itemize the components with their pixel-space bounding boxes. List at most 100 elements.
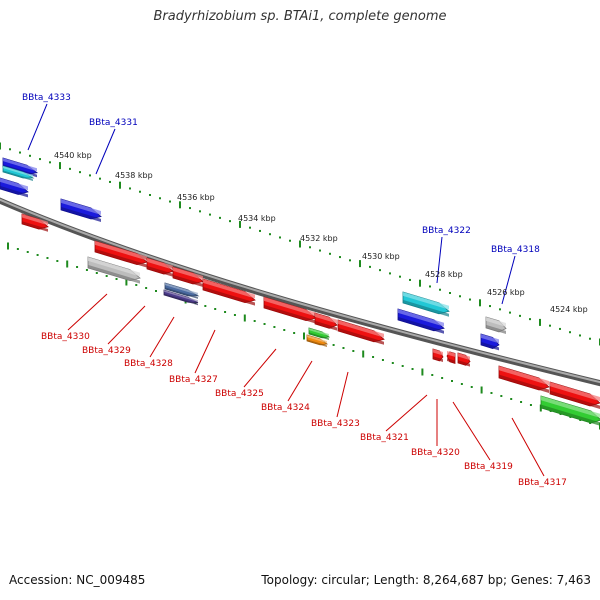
callout-bbta-4333 [27,103,48,151]
scale-labels: 4540 kbp 4538 kbp 4536 kbp 4534 kbp 4532… [54,151,588,314]
gene-red-left[interactable] [21,213,49,232]
tick-minor [214,308,217,310]
tick-minor [263,323,266,325]
gene-bbta-4324[interactable] [308,327,331,340]
gene-bbta-4318-lower[interactable] [480,333,500,351]
scale-label: 4540 kbp [54,151,92,160]
tick-minor [145,287,148,289]
gene-label-bbta-4322[interactable]: BBta_4322 [422,226,471,236]
tick-minor [449,292,451,294]
tick-minor [219,216,221,219]
gene-red-edge[interactable] [549,381,600,409]
gene-label-bbta-4330[interactable]: BBta_4330 [41,332,90,342]
tick-minor [115,278,118,280]
gene-label-bbta-4328[interactable]: BBta_4328 [124,359,173,369]
gene-label-bbta-4323[interactable]: BBta_4323 [311,419,360,429]
tick-minor [149,194,151,196]
tick-minor [549,324,551,327]
gene-red-d[interactable] [202,278,256,306]
tick-minor [369,265,371,268]
tick-minor [189,207,191,210]
genome-backbone [0,197,600,387]
tick-minor [490,392,493,394]
tick-minor [56,260,59,262]
gene-label-bbta-4333[interactable]: BBta_4333 [22,93,71,103]
gene-bbta-4321[interactable] [432,348,444,362]
tick-minor [46,257,49,259]
tick-minor [29,154,31,157]
tick-minor [76,266,79,268]
gene-red-g[interactable] [337,319,385,345]
tick-minor [293,332,296,334]
tick-minor [279,236,281,239]
gene-bbta-4320[interactable] [446,351,456,364]
gene-bbta-4319[interactable] [457,352,471,367]
gene-red-a[interactable] [94,240,148,268]
tick-minor [381,359,384,361]
accession-text: Accession: NC_009485 [9,573,146,587]
gene-label-bbta-4331[interactable]: BBta_4331 [89,118,138,128]
tick-minor [411,368,414,370]
tick-minor [409,278,411,281]
tick-minor [16,248,19,250]
gene-blue-edge[interactable] [0,177,29,198]
tick-minor [135,284,138,286]
gene-bbta-4330[interactable] [87,256,141,284]
gene-label-bbta-4319[interactable]: BBta_4319 [464,462,513,472]
tick-minor [169,200,171,203]
gene-label-bbta-4325[interactable]: BBta_4325 [215,389,264,399]
tick-minor [283,329,286,331]
gene-bbta-4328-b[interactable] [163,289,199,306]
tick-minor [349,259,351,262]
tick-minor [489,305,491,308]
tick-minor [469,298,471,301]
gene-bbta-4318[interactable] [485,316,507,334]
tick-minor [89,174,91,177]
tick-minor [9,148,11,151]
gene-red-c[interactable] [172,266,204,287]
gene-bbta-4333-band[interactable] [2,165,35,181]
tick-minor [249,226,251,229]
topology-text: Topology: circular; Length: 8,264,687 bp… [261,573,591,587]
tick-minor [372,356,375,358]
gene-label-bbta-4324[interactable]: BBta_4324 [261,403,310,413]
tick-minor [26,251,29,253]
gene-label-bbta-4329[interactable]: BBta_4329 [82,346,131,356]
callout-bbta-4325 [243,348,277,388]
gene-red-b[interactable] [146,257,174,277]
tick-minor [460,383,463,385]
gene-label-bbta-4321[interactable]: BBta_4321 [360,433,409,443]
tick-minor [289,239,291,242]
tick-minor [319,249,321,252]
tick-minor [559,327,561,330]
callout-bbta-4327 [194,329,216,374]
gene-bbta-4317-red[interactable] [498,365,550,393]
tick-minor [391,362,394,364]
tick-minor [529,404,532,406]
scale-label: 4524 kbp [550,305,588,314]
tick-minor [569,331,571,334]
tick-minor [194,302,197,304]
gene-label-bbta-4327[interactable]: BBta_4327 [169,375,218,385]
gene-bbta-4324-b[interactable] [306,334,329,347]
gene-bbta-4331[interactable] [60,198,102,222]
tick-minor [529,318,531,321]
tick-minor [339,256,341,259]
tick-minor [109,180,111,183]
gene-bbta-4322-lower[interactable] [397,308,445,334]
gene-red-f[interactable] [314,312,338,331]
gene-label-bbta-4320[interactable]: BBta_4320 [411,448,460,458]
gene-red-e[interactable] [263,296,317,324]
gene-bbta-4328[interactable] [164,282,200,299]
tick-minor [273,326,276,328]
gene-label-bbta-4318[interactable]: BBta_4318 [491,245,540,255]
callout-bbta-4328 [149,316,175,358]
gene-bbta-4322[interactable] [402,291,450,317]
tick-minor [352,350,355,352]
label-callouts [27,103,545,477]
gene-label-bbta-4317[interactable]: BBta_4317 [518,478,567,488]
tick-minor [431,374,434,376]
tick-minor [579,334,581,337]
gene-bbta-4317[interactable] [540,395,600,426]
